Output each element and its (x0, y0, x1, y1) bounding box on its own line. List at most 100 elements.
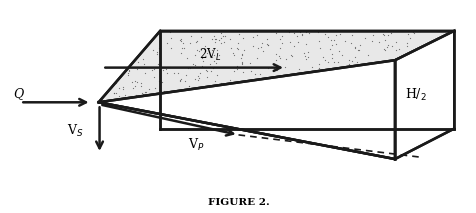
Point (201, 68, 209, 71)
Point (368, 33, 376, 36)
Point (329, 38, 337, 41)
Point (338, 53, 346, 56)
Point (347, 34, 355, 37)
Point (229, 70, 237, 73)
Point (233, 46, 241, 50)
Point (395, 48, 402, 51)
Point (178, 42, 186, 45)
Point (131, 85, 139, 88)
Point (162, 41, 170, 45)
Point (210, 53, 218, 57)
Point (166, 30, 174, 34)
Point (246, 62, 253, 65)
Point (219, 35, 227, 38)
Point (210, 35, 218, 38)
Point (154, 79, 162, 83)
Point (327, 56, 335, 60)
Point (206, 69, 214, 73)
Point (151, 86, 159, 89)
Point (179, 47, 187, 50)
Point (159, 89, 167, 93)
Point (304, 55, 311, 59)
Point (237, 56, 244, 60)
Point (239, 48, 247, 51)
Point (278, 41, 286, 44)
Point (351, 46, 358, 50)
Point (263, 66, 271, 70)
Point (402, 45, 410, 48)
Point (153, 52, 161, 55)
Point (196, 72, 204, 75)
Point (128, 80, 136, 83)
Point (247, 69, 255, 73)
Point (121, 94, 129, 97)
Point (326, 47, 334, 51)
Point (139, 57, 146, 60)
Point (232, 64, 240, 67)
Point (388, 29, 396, 33)
Text: 2V$_L$: 2V$_L$ (198, 47, 221, 63)
Point (141, 90, 149, 94)
Text: FIGURE 2.: FIGURE 2. (207, 198, 269, 207)
Point (111, 81, 119, 85)
Point (258, 41, 266, 45)
Point (351, 46, 358, 49)
Point (346, 41, 354, 45)
Point (302, 42, 309, 46)
Point (384, 43, 391, 47)
Point (316, 46, 323, 49)
Point (203, 69, 210, 72)
Point (217, 37, 224, 40)
Point (187, 34, 195, 38)
Point (203, 52, 210, 55)
Point (315, 39, 322, 42)
Point (296, 31, 303, 34)
Point (195, 49, 202, 53)
Point (209, 65, 217, 69)
Point (210, 60, 218, 63)
Point (406, 36, 413, 40)
Point (229, 52, 237, 55)
Text: H/$_2$: H/$_2$ (405, 87, 426, 103)
Point (234, 42, 242, 45)
Point (216, 42, 224, 45)
Point (192, 40, 199, 43)
Point (272, 68, 280, 72)
Point (156, 33, 164, 36)
Point (208, 56, 216, 59)
Point (290, 44, 298, 48)
Point (142, 91, 149, 94)
Point (305, 31, 312, 35)
Point (212, 38, 219, 41)
Point (294, 41, 301, 44)
Point (354, 48, 362, 51)
Point (354, 48, 361, 51)
Point (215, 53, 222, 57)
Point (210, 37, 218, 41)
Point (239, 37, 247, 40)
Point (159, 68, 167, 71)
Point (178, 46, 186, 50)
Point (211, 40, 218, 44)
Point (391, 49, 399, 52)
Point (124, 73, 131, 76)
Point (188, 62, 196, 66)
Point (341, 39, 348, 43)
Point (282, 58, 289, 61)
Point (226, 78, 234, 82)
Point (315, 62, 322, 65)
Point (403, 33, 411, 36)
Point (327, 52, 335, 55)
Point (286, 53, 294, 56)
Point (266, 66, 274, 69)
Point (177, 77, 184, 81)
Point (176, 38, 184, 41)
Point (313, 30, 321, 34)
Point (167, 47, 174, 50)
Point (345, 63, 352, 66)
Point (301, 55, 308, 58)
Point (203, 75, 210, 78)
Point (184, 66, 191, 69)
Point (213, 74, 221, 77)
Point (254, 46, 262, 50)
